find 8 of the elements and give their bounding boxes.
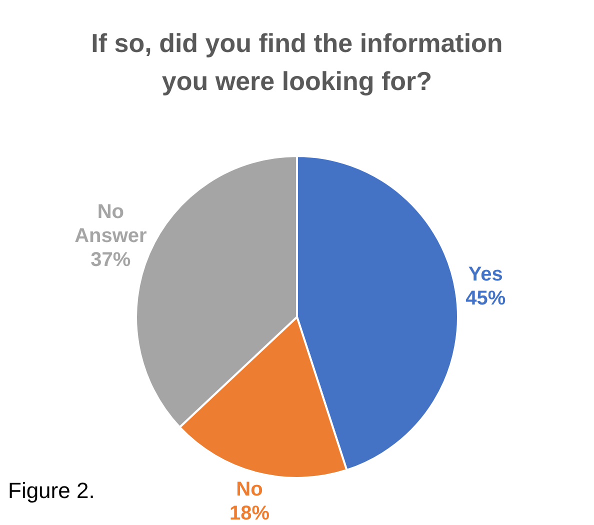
slice-label: No Answer [74,200,148,247]
caption: Figure 2. [8,478,95,504]
data-label: 45% [466,288,506,310]
data-label: 18% [229,502,270,525]
chart-title: If so, did you find the information you were looking for? [90,27,504,98]
slice-label: No [236,478,263,501]
data-label: 37% [90,248,131,271]
slice-label: Yes [468,264,503,286]
